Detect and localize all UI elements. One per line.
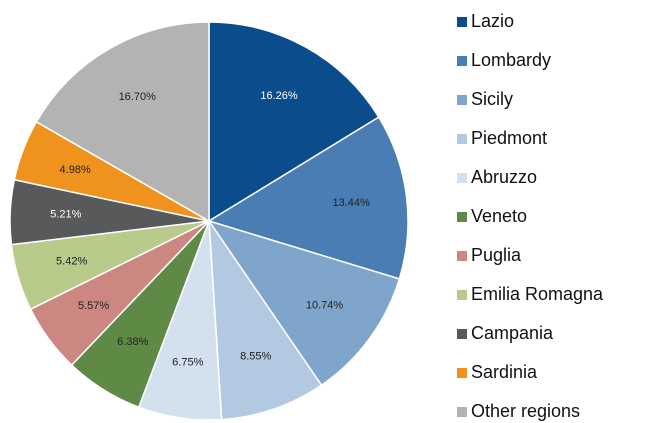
data-label: 5.57% [78,300,109,312]
data-label: 16.26% [260,90,298,102]
pie-slice [207,219,401,387]
legend-swatch [457,17,467,27]
legend-swatch [457,251,467,261]
legend-label: Sardinia [471,362,538,382]
pie-slice [35,21,210,223]
data-label: 5.21% [50,208,81,220]
data-label: 6.75% [172,357,203,369]
pie-slice [208,218,323,421]
legend-swatch [457,290,467,300]
legend-label: Emilia Romagna [471,284,604,304]
data-label: 5.42% [56,256,87,268]
legend-swatch [457,368,467,378]
data-label: 8.55% [240,350,271,362]
legend-swatch [457,95,467,105]
data-label: 13.44% [332,197,370,209]
legend-swatch [457,56,467,66]
legend-swatch [457,134,467,144]
data-label: 4.98% [60,164,91,176]
legend-label: Abruzzo [471,167,537,187]
legend-swatch [457,407,467,417]
legend-label: Piedmont [471,128,547,148]
legend-label: Sicily [471,89,513,109]
legend-label: Veneto [471,206,527,226]
data-label: 10.74% [306,300,344,312]
legend-label: Puglia [471,245,522,265]
legend-swatch [457,212,467,222]
legend-label: Lombardy [471,50,551,70]
legend-label: Campania [471,323,554,343]
legend-label: Lazio [471,11,514,31]
legend-swatch [457,173,467,183]
data-label: 6.38% [117,336,148,348]
pie-slice [207,116,409,280]
legend-label: Other regions [471,401,580,421]
legend-swatch [457,329,467,339]
pie-slice [208,21,380,223]
data-label: 16.70% [119,91,157,103]
